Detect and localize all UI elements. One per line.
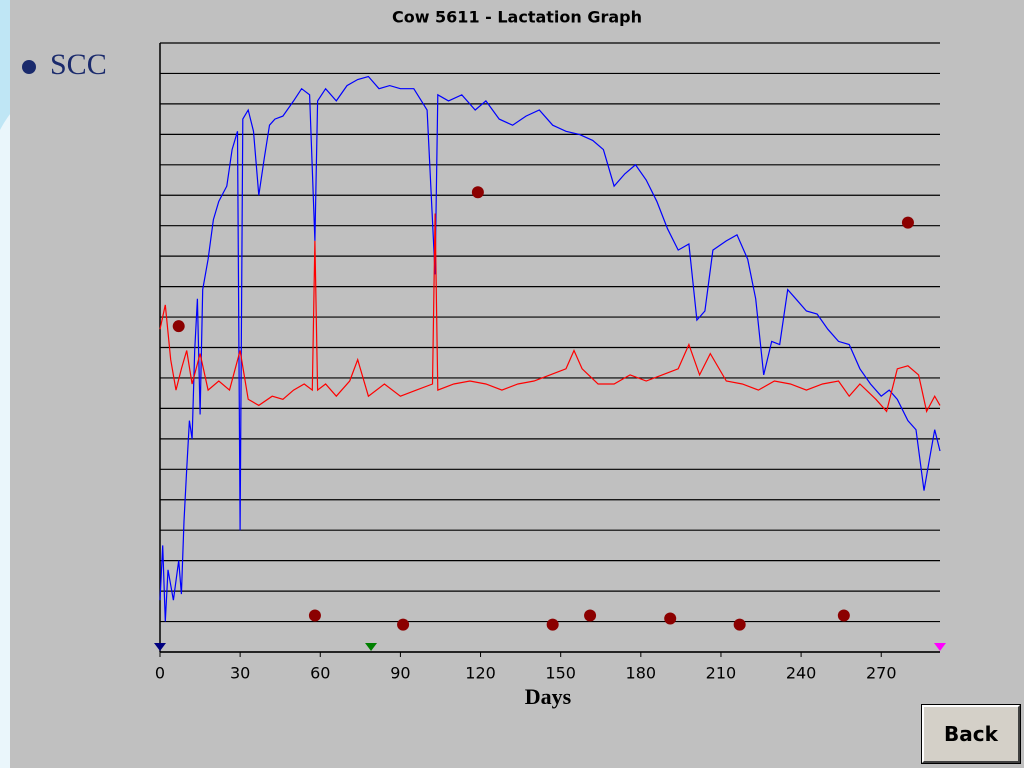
scc-point <box>837 609 850 622</box>
x-tick-label: 210 <box>706 664 737 683</box>
event-marker <box>154 643 166 651</box>
chart-title: Cow 5611 - Lactation Graph <box>392 8 642 27</box>
back-button[interactable]: Back <box>921 704 1021 764</box>
scc-point <box>546 618 559 631</box>
scc-point <box>901 216 914 229</box>
x-tick-label: 240 <box>786 664 817 683</box>
line-series <box>159 213 941 414</box>
x-tick-label: 30 <box>230 664 250 683</box>
x-tick-label: 120 <box>465 664 496 683</box>
x-tick-label: 270 <box>866 664 897 683</box>
event-marker <box>934 643 946 651</box>
scc-point <box>172 320 185 333</box>
scc-point <box>397 618 410 631</box>
line-series <box>159 75 941 622</box>
scc-point <box>584 609 597 622</box>
scc-point <box>308 609 321 622</box>
scc-point <box>471 186 484 199</box>
event-marker <box>365 643 378 651</box>
x-tick-label: 60 <box>310 664 330 683</box>
x-tick-label: 90 <box>390 664 410 683</box>
bullet-text: SCC <box>22 48 107 82</box>
x-tick-label: 180 <box>626 664 657 683</box>
scc-point <box>733 618 746 631</box>
x-axis-label: Days <box>525 684 572 709</box>
x-tick-label: 0 <box>155 664 165 683</box>
scc-point <box>664 612 677 625</box>
x-tick-label: 150 <box>545 664 576 683</box>
